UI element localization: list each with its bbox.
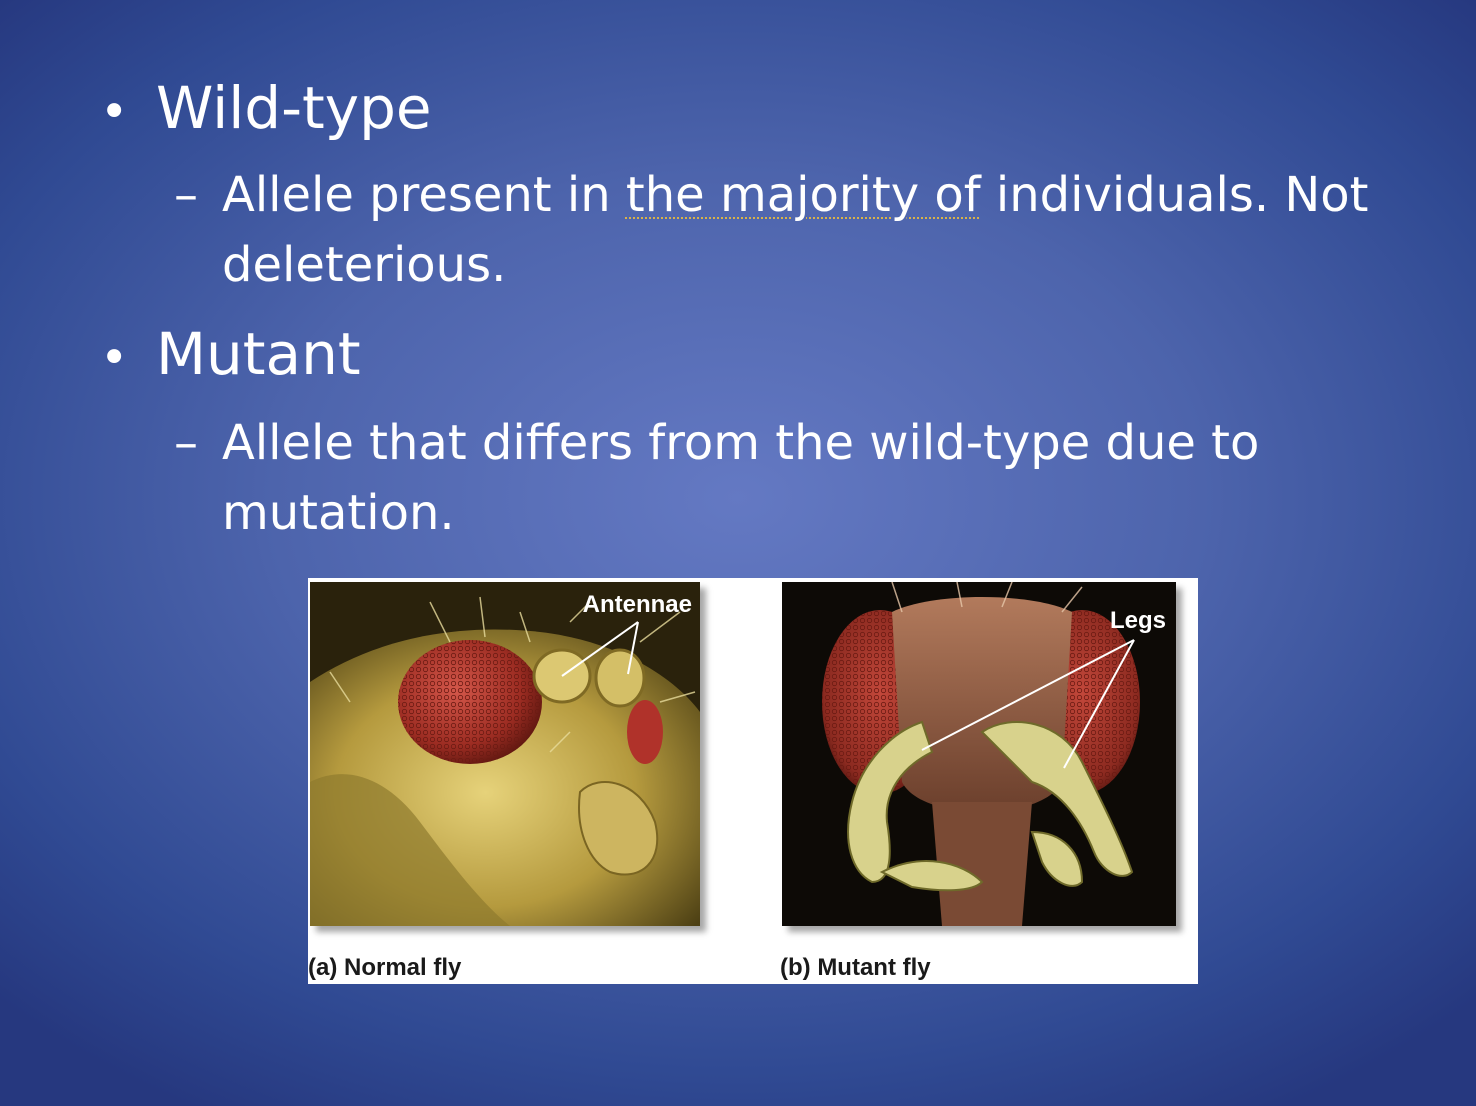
bullet-dot: •: [100, 84, 129, 140]
sub-bullet-wild-type: – Allele present in the majority of indi…: [174, 160, 1382, 300]
sub-text-post: individuals. Not deleterious.: [222, 167, 1369, 293]
mutant-fly-image: Legs: [782, 582, 1176, 926]
antennae-pointer-line: [627, 621, 639, 675]
bullet-heading-wild-type: Wild-type: [156, 74, 432, 142]
sub-bullet-mutant: – Allele that differs from the wild-type…: [174, 408, 1322, 548]
mutant-fly-caption: (b) Mutant fly: [780, 954, 931, 981]
antennae-label: Antennae: [583, 591, 692, 618]
normal-fly-caption: (a) Normal fly: [308, 954, 462, 981]
antennae-pointer-line: [561, 621, 639, 677]
sub-text-pre: Allele present in: [222, 167, 626, 223]
normal-fly-illustration: Antennae: [310, 582, 700, 926]
bullet-heading-mutant: Mutant: [156, 320, 361, 388]
sub-dash: –: [174, 167, 198, 223]
bullet-dot: •: [100, 330, 129, 386]
sub-text-mutant: Allele that differs from the wild-type d…: [222, 415, 1260, 541]
legs-pointer-line: [1063, 639, 1135, 769]
bullet-mutant: • Mutant: [100, 320, 361, 390]
legs-pointer-line: [921, 639, 1135, 751]
sub-text-highlight: the majority of: [625, 167, 981, 223]
sub-dash: –: [174, 415, 198, 471]
legs-label: Legs: [1110, 607, 1166, 634]
bullet-wild-type: • Wild-type: [100, 74, 432, 144]
normal-fly-image: Antennae: [310, 582, 700, 926]
mutant-fly-illustration: Legs: [782, 582, 1176, 926]
fly-figure: Antennae (a) Normal fly: [308, 578, 1198, 984]
